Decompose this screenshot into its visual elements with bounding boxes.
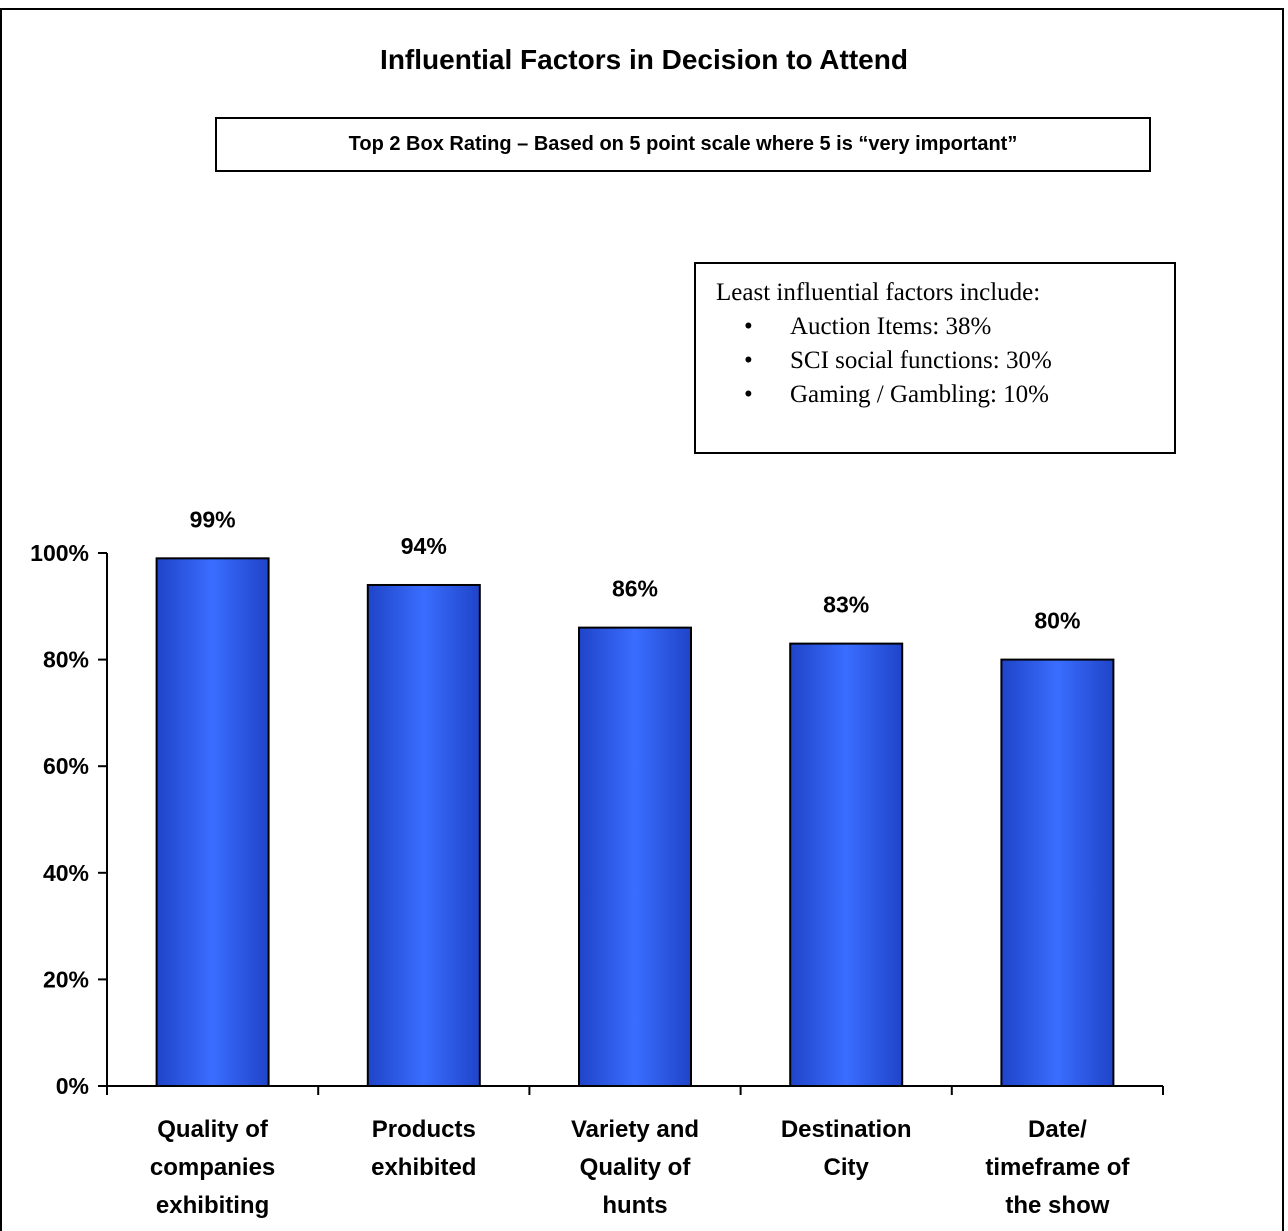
bar <box>789 642 904 1087</box>
bullet-icon: • <box>744 313 753 340</box>
category-label: Variety and Quality of hunts <box>571 1116 699 1219</box>
y-tick-label: 40% <box>43 860 89 886</box>
bar-value-label: 86% <box>612 576 658 602</box>
category-label: Date/timeframe of the show <box>985 1116 1130 1219</box>
category-label-line: City <box>824 1154 870 1181</box>
category-label-line: exhibited <box>371 1154 476 1181</box>
bar <box>578 626 692 1087</box>
note-item: • Auction Items: 38% <box>744 310 1174 344</box>
bar <box>155 557 270 1087</box>
chart-subtitle-box: Top 2 Box Rating – Based on 5 point scal… <box>215 117 1151 172</box>
note-item: • Gaming / Gambling: 10% <box>744 378 1174 412</box>
chart-title: Influential Factors in Decision to Atten… <box>380 44 908 75</box>
y-tick-label: 0% <box>56 1073 89 1099</box>
category-label-line: the show <box>1005 1192 1109 1219</box>
least-influential-note: Least influential factors include: • Auct… <box>694 262 1176 454</box>
category-label-line: timeframe of <box>985 1154 1130 1181</box>
y-tick-label: 20% <box>43 966 89 992</box>
category-label-line: hunts <box>602 1192 667 1219</box>
bar-value-label: 83% <box>823 592 869 618</box>
chart-subtitle: Top 2 Box Rating – Based on 5 point scal… <box>348 133 1018 155</box>
y-tick-label: 80% <box>43 647 89 673</box>
bullet-icon: • <box>744 381 753 408</box>
category-label-line: Quality of <box>157 1116 269 1143</box>
category-label: Products exhibited <box>371 1116 476 1181</box>
note-list: • Auction Items: 38% • SCI social function… <box>716 310 1174 412</box>
y-tick-label: 100% <box>30 540 89 566</box>
category-label: Destination City <box>781 1116 912 1181</box>
bar <box>1000 658 1115 1087</box>
category-label: Quality of companies exhibiting <box>150 1116 275 1219</box>
category-label-line: exhibiting <box>156 1192 269 1219</box>
bar <box>366 583 481 1087</box>
category-label-line: companies <box>150 1154 275 1181</box>
note-item: • SCI social functions: 30% <box>744 344 1174 378</box>
plot-area: 0% 20% 40% 60% 80% 100% 99% Quality of companies… <box>30 506 1164 1219</box>
category-label-line: Quality of <box>580 1154 692 1181</box>
bar-value-label: 80% <box>1034 608 1080 634</box>
bar-value-label: 94% <box>401 533 447 559</box>
category-label-line: Date/ <box>1028 1116 1087 1143</box>
note-heading: Least influential factors include: <box>716 279 1041 306</box>
y-tick-label: 60% <box>43 753 89 779</box>
bar-value-label: 99% <box>190 506 236 532</box>
category-label-line: Destination <box>781 1116 912 1143</box>
category-label-line: Products <box>372 1116 476 1143</box>
category-label-line: Variety and <box>571 1116 699 1143</box>
chart-frame <box>0 8 1284 1231</box>
bullet-icon: • <box>744 347 753 374</box>
